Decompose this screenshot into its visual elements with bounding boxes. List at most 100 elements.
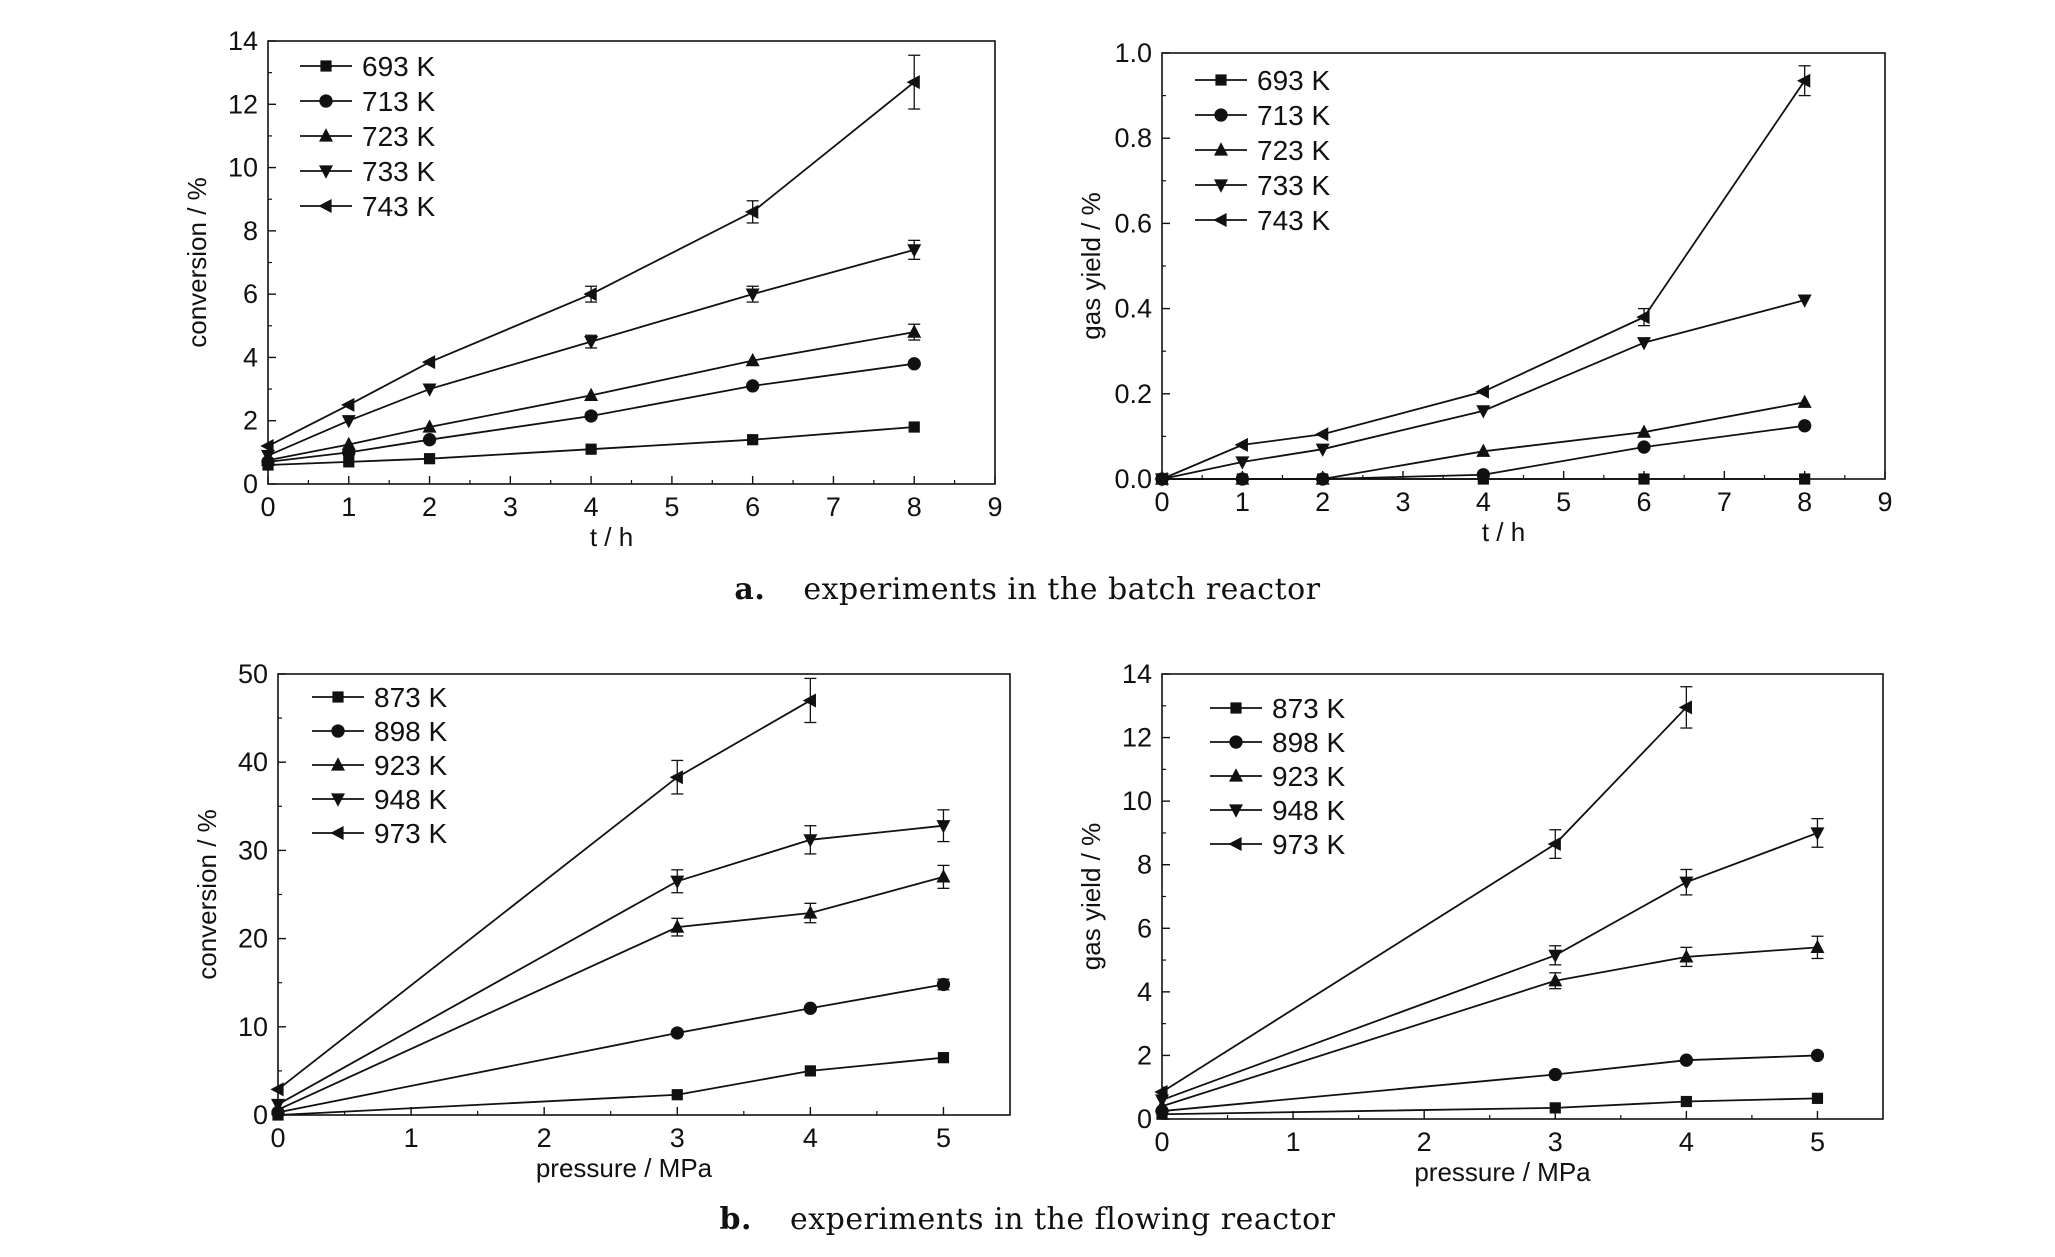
series-743-k (260, 54, 921, 454)
legend-item: 693 K (1195, 65, 1330, 96)
legend-marker (319, 165, 333, 179)
data-point (1548, 973, 1563, 987)
series-line (1161, 1054, 1818, 1112)
x-tick-label: 0 (270, 1123, 285, 1153)
data-point (1476, 405, 1491, 419)
legend-label: 743 K (1257, 205, 1330, 236)
legend-label: 723 K (362, 121, 435, 152)
plot-frame (1161, 673, 1884, 1120)
series-line (267, 248, 915, 457)
series-743-k (1154, 65, 1811, 486)
series-693-k (262, 421, 920, 471)
series-948-k (1155, 817, 1825, 1108)
x-tick-label: 0 (1154, 487, 1169, 517)
y-tick-label: 10 (228, 153, 258, 183)
data-point (343, 456, 355, 468)
data-point (1810, 1048, 1825, 1063)
data-point (803, 834, 818, 848)
data-point (270, 1082, 284, 1097)
chart-2: 0 1 2 3 4 5 6 7 8 9 0.0 0.2 0.4 0.6 0.8 1.0 t / h gas yie… (1076, 38, 1893, 547)
legend-marker (319, 128, 333, 142)
legend-item: 743 K (300, 191, 435, 222)
data-point (746, 379, 760, 393)
series-line (277, 824, 944, 1106)
data-point (585, 443, 597, 455)
data-point (1476, 443, 1491, 457)
data-point (1154, 472, 1168, 486)
x-tick-label: 1 (1235, 487, 1250, 517)
data-point (1638, 473, 1650, 485)
x-tick-label: 3 (1548, 1127, 1563, 1157)
y-tick-label: 12 (228, 89, 258, 119)
data-point (271, 1098, 285, 1113)
x-axis-label: t / h (1482, 517, 1525, 547)
legend-label: 973 K (374, 818, 447, 849)
data-point (1636, 310, 1650, 325)
y-tick-label: 0.6 (1114, 208, 1152, 238)
legend-marker (318, 199, 332, 213)
series-line (1161, 1097, 1818, 1116)
data-point (1680, 1095, 1692, 1108)
x-tick-label: 4 (1679, 1127, 1694, 1157)
y-axis-label: gas yield / % (1076, 823, 1106, 970)
y-tick-label: 14 (1122, 659, 1152, 689)
data-point (744, 204, 759, 219)
x-tick-label: 2 (1315, 487, 1330, 517)
data-point (1234, 437, 1248, 452)
legend-item: 923 K (312, 750, 447, 781)
x-tick-label: 2 (537, 1123, 552, 1153)
y-tick-label: 6 (1137, 913, 1152, 943)
legend-item: 973 K (312, 818, 447, 849)
data-point (1315, 443, 1330, 457)
caption-a-text: experiments in the batch reactor (803, 572, 1321, 607)
y-tick-label: 0 (1137, 1104, 1152, 1134)
legend-label: 733 K (1257, 170, 1330, 201)
x-tick-label: 5 (664, 492, 679, 522)
data-point (1314, 427, 1329, 442)
data-point (1798, 419, 1812, 433)
legend-item: 948 K (1210, 795, 1345, 826)
x-tick-label: 7 (1717, 487, 1732, 517)
x-tick-label: 2 (1417, 1127, 1432, 1157)
x-tick-label: 4 (584, 492, 599, 522)
y-axis-label: conversion / % (192, 809, 222, 980)
data-point (1797, 394, 1812, 408)
data-point (1637, 337, 1651, 351)
data-point (421, 355, 436, 370)
caption-b: b. experiments in the flowing reactor (0, 1202, 2055, 1237)
data-point (671, 1089, 683, 1101)
data-point (906, 75, 920, 90)
x-tick-label: 4 (803, 1123, 818, 1153)
data-point (422, 433, 437, 447)
data-point (341, 397, 355, 412)
series-line (277, 699, 811, 1091)
y-tick-label: 0.0 (1114, 464, 1152, 494)
series-line (267, 331, 915, 462)
legend-label: 923 K (374, 750, 447, 781)
data-point (1548, 949, 1563, 964)
data-point (1637, 440, 1651, 454)
legend-item: 713 K (300, 86, 435, 117)
series-923-k (1155, 935, 1825, 1112)
legend-label: 713 K (362, 86, 435, 117)
legend-label: 733 K (362, 156, 435, 187)
y-tick-label: 0.8 (1114, 123, 1152, 153)
legend-marker (331, 724, 345, 738)
x-tick-label: 3 (670, 1123, 685, 1153)
x-tick-label: 9 (987, 492, 1002, 522)
data-point (936, 869, 951, 883)
caption-a: a. experiments in the batch reactor (0, 572, 2055, 607)
x-tick-label: 1 (341, 492, 356, 522)
legend-item: 743 K (1195, 205, 1330, 236)
data-point (1235, 471, 1250, 485)
legend-item: 723 K (1195, 135, 1330, 166)
y-tick-label: 0 (243, 469, 258, 499)
data-point (422, 383, 437, 397)
legend-label: 713 K (1257, 100, 1330, 131)
data-point (745, 352, 760, 367)
data-point (907, 357, 921, 371)
y-tick-label: 8 (243, 216, 258, 246)
caption-b-text: experiments in the flowing reactor (789, 1202, 1336, 1237)
data-point (937, 1052, 950, 1064)
y-tick-label: 30 (238, 835, 268, 865)
